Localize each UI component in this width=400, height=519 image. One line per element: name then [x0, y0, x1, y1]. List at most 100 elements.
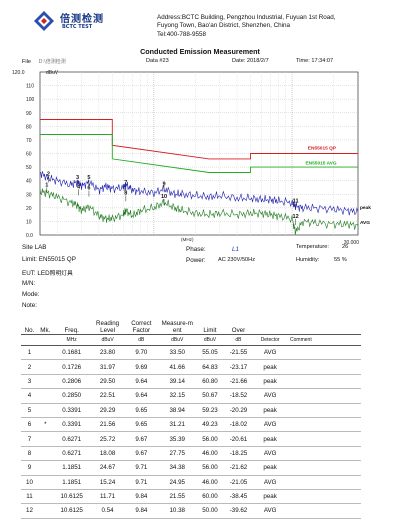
- table-cell: 8: [21, 446, 38, 462]
- table-cell: 46.00: [196, 475, 224, 490]
- report-title: Conducted Emission Measurement: [140, 47, 260, 56]
- y-tick-label: 60: [26, 152, 32, 158]
- unit-cell: [21, 334, 38, 346]
- table-cell: 64.83: [196, 359, 224, 375]
- table-cell: 0.2850: [52, 388, 91, 404]
- note-label: Note:: [22, 302, 38, 309]
- power-label: Power:: [186, 257, 206, 264]
- table-cell: 0.1681: [52, 345, 91, 361]
- table-cell: 34.38: [158, 460, 197, 476]
- table-cell: peak: [253, 489, 288, 505]
- table-cell: peak: [253, 460, 288, 476]
- col-measurement: Measure-ment: [161, 320, 193, 334]
- table-cell: -21.62: [223, 460, 254, 476]
- table-cell: 23.80: [90, 345, 125, 361]
- marker-label: 8: [124, 190, 127, 196]
- table-cell: 21.56: [90, 417, 125, 433]
- table-header: No. Mk. Freq. Reading Level Correct Fact…: [21, 318, 361, 346]
- table-cell: AVG: [253, 388, 288, 404]
- table-cell: [37, 446, 53, 462]
- x-unit-label: (MHz): [181, 237, 194, 242]
- table-cell: [37, 359, 53, 375]
- table-cell: 9.84: [124, 489, 159, 505]
- table-cell: 21.55: [158, 489, 197, 505]
- table-cell: 1.1851: [52, 475, 91, 490]
- table-cell: 60.80: [196, 374, 224, 390]
- table-cell: -21.66: [223, 374, 254, 390]
- table-cell: [287, 503, 361, 519]
- table-row: 9 1.1851 24.67 9.71 34.38 56.00 -21.62 peak: [21, 460, 361, 476]
- table-cell: 60.00: [196, 489, 224, 505]
- trace-peak: [39, 171, 359, 216]
- table-row: 7 0.6271 25.72 9.67 35.39 56.00 -20.61 peak: [21, 431, 361, 447]
- table-cell: peak: [253, 359, 288, 375]
- table-cell: -21.55: [223, 345, 254, 361]
- y-tick-label: 0.0: [26, 233, 33, 239]
- table-cell: [37, 374, 53, 390]
- table-cell: 22.51: [90, 388, 125, 404]
- table-cell: 9.84: [124, 503, 159, 519]
- table-row: 1 0.1681 23.80 9.70 33.50 55.05 -21.55 AVG: [21, 345, 361, 361]
- table-cell: -38.45: [223, 489, 254, 505]
- table-cell: [37, 345, 53, 361]
- model-label: M/N:: [22, 280, 36, 287]
- y-tick-label: 70: [26, 138, 32, 144]
- table-cell: peak: [253, 431, 288, 447]
- table-cell: 50.67: [196, 388, 224, 404]
- table-cell: 24.95: [158, 475, 197, 490]
- marker-label: 6: [87, 186, 90, 192]
- y-tick-label: 30: [26, 192, 32, 198]
- table-cell: *: [37, 417, 53, 433]
- y-tick-label: 100: [26, 97, 35, 103]
- table-cell: 38.94: [158, 403, 197, 418]
- x-right-label: 30.000: [344, 240, 360, 246]
- table-cell: 15.24: [90, 475, 125, 490]
- table-cell: -20.61: [223, 431, 254, 447]
- marker-label: 10: [161, 194, 167, 200]
- col-comment: [287, 318, 361, 335]
- table-cell: -18.25: [223, 446, 254, 462]
- table-cell: -39.62: [223, 503, 254, 519]
- limit-label: Limit: EN55015 QP: [22, 256, 76, 263]
- data-number: Data #23: [146, 58, 169, 64]
- results-table: No. Mk. Freq. Reading Level Correct Fact…: [21, 318, 361, 519]
- table-cell: AVG: [253, 446, 288, 462]
- col-limit: Limit: [203, 327, 217, 334]
- table-cell: 56.00: [196, 460, 224, 476]
- unit-cell: dBuV: [196, 334, 224, 346]
- marker-label: 7: [124, 180, 127, 186]
- table-cell: 24.67: [90, 460, 125, 476]
- table-cell: AVG: [253, 503, 288, 519]
- file-value: D:\倍测检测: [38, 59, 66, 65]
- eut-prefix: EUT: LED: [22, 270, 50, 277]
- logo-english-text: BCTC TEST: [62, 24, 93, 30]
- marker-label: 11: [293, 199, 299, 205]
- table-row: 6 * 0.3391 21.56 9.65 31.21 49.23 -18.02 AVG: [21, 417, 361, 433]
- table-row: 3 0.2806 29.50 9.64 39.14 60.80 -21.66 peak: [21, 374, 361, 390]
- table-cell: 0.3391: [52, 417, 91, 433]
- table-cell: 49.23: [196, 417, 224, 433]
- table-cell: 35.39: [158, 431, 197, 447]
- table-cell: -18.52: [223, 388, 254, 404]
- table-cell: -23.17: [223, 359, 254, 375]
- table-cell: 56.00: [196, 431, 224, 447]
- table-cell: 46.00: [196, 446, 224, 462]
- table-cell: [287, 388, 361, 404]
- table-cell: [37, 503, 53, 519]
- table-cell: peak: [253, 374, 288, 390]
- table-cell: AVG: [253, 475, 288, 490]
- col-over: Over: [231, 327, 246, 334]
- bctc-logo-icon: [34, 11, 54, 31]
- table-row: 11 10.6125 11.71 9.84 21.55 60.00 -38.45 peak: [21, 489, 361, 505]
- eut-label: EUT: LED照明灯具: [22, 268, 73, 277]
- table-cell: 41.66: [158, 359, 197, 375]
- table-cell: [37, 460, 53, 476]
- marker-label: 9: [162, 181, 165, 187]
- table-cell: AVG: [253, 345, 288, 361]
- marker-label: 2: [47, 171, 50, 177]
- table-cell: 31.21: [158, 417, 197, 433]
- table-cell: [287, 359, 361, 375]
- marker-label: 1: [45, 182, 48, 188]
- table-cell: [287, 431, 361, 447]
